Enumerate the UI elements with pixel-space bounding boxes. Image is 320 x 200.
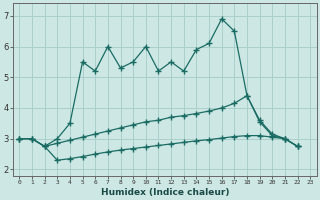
X-axis label: Humidex (Indice chaleur): Humidex (Indice chaleur) [100,188,229,197]
